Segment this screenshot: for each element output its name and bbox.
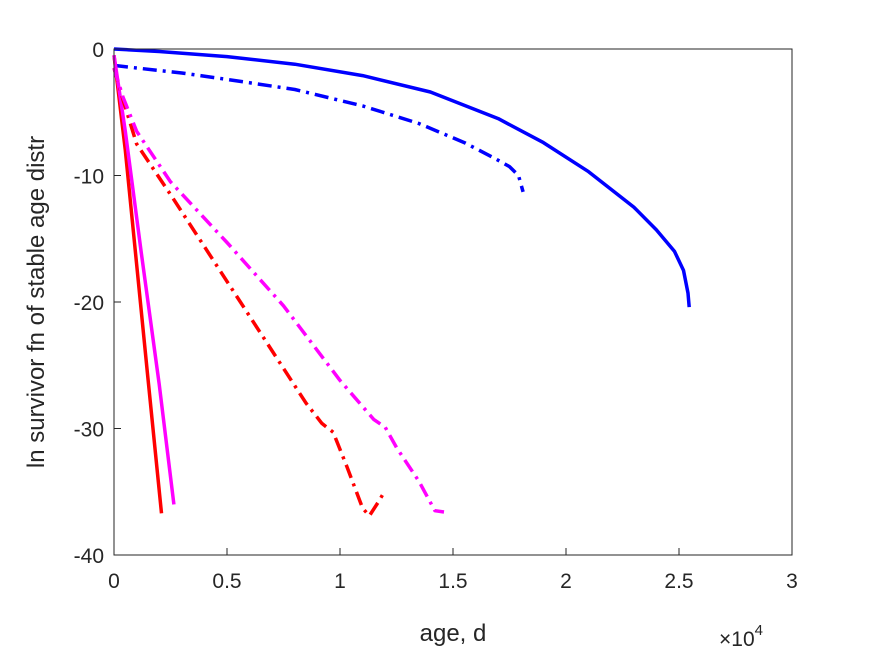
x-tick-label: 2.5 bbox=[664, 570, 693, 593]
y-tick-label: -20 bbox=[74, 292, 104, 315]
x-tick-label: 1.5 bbox=[438, 570, 467, 593]
x-tick-label: 0.5 bbox=[212, 570, 241, 593]
series-line-1 bbox=[113, 47, 691, 308]
x-exponent-base: ×10 bbox=[719, 628, 755, 651]
y-tick-label: -30 bbox=[74, 419, 104, 442]
y-axis: 0 -10 -20 -30 -40 bbox=[74, 39, 121, 568]
x-axis: 0 0.5 1 1.5 2 2.5 3 bbox=[108, 548, 798, 593]
plot-area bbox=[114, 49, 792, 555]
y-axis-title: ln survivor fn of stable age distr bbox=[23, 136, 50, 468]
x-tick-label: 0 bbox=[108, 570, 120, 593]
x-tick-label: 3 bbox=[786, 570, 798, 593]
x-exponent-label: ×104 bbox=[719, 622, 763, 651]
y-tick-label: -10 bbox=[74, 166, 104, 189]
series-line-6 bbox=[112, 67, 445, 514]
x-axis-title: age, d bbox=[420, 620, 487, 647]
x-tick-label: 1 bbox=[334, 570, 346, 593]
series-line-5 bbox=[112, 67, 385, 518]
y-tick-label: 0 bbox=[92, 39, 104, 62]
series-line-2 bbox=[113, 63, 525, 193]
series-line-3 bbox=[112, 55, 164, 514]
series-line-4 bbox=[112, 55, 176, 505]
x-exponent-power: 4 bbox=[755, 622, 763, 639]
y-tick-label: -40 bbox=[74, 545, 104, 568]
x-tick-label: 2 bbox=[560, 570, 572, 593]
series-layer bbox=[112, 47, 691, 518]
